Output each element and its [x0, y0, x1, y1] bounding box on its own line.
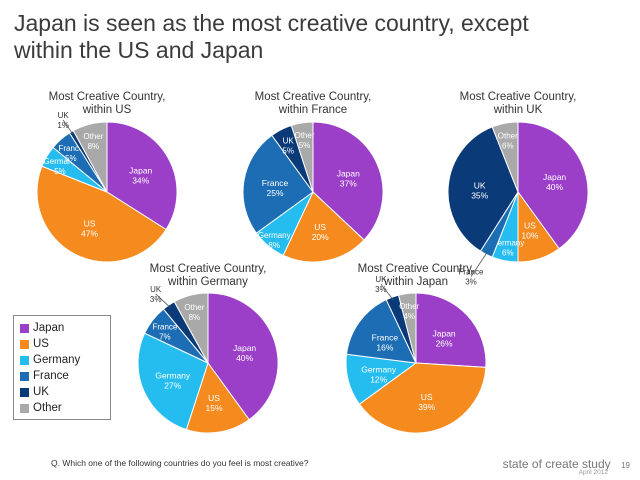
chart-2-label-germany: Germany 8% [258, 231, 291, 250]
chart-1-label-other: Other 8% [83, 132, 103, 151]
legend-item-germany: Germany [14, 352, 110, 368]
chart-5-title-line-1: Most Creative Country, [358, 263, 475, 275]
chart-1-slice-other [72, 121, 108, 193]
pie-chart-4: Most Creative Country,within Germany Japa… [137, 263, 279, 434]
footer-date: April 2012 [578, 469, 608, 476]
chart-2-slice-other [290, 121, 314, 193]
chart-3-label-uk: UK 35% [471, 180, 488, 200]
chart-4-label-japan: Japan 40% [233, 343, 256, 363]
chart-4-label-uk: UK 3% [150, 285, 162, 304]
chart-1-label-uk: UK 1% [57, 111, 69, 130]
legend-item-us: US [14, 336, 110, 352]
chart-3-label-germany: Germany 6% [491, 239, 524, 258]
pie-chart-1: Most Creative Country,within US Japan 34% U… [36, 91, 178, 263]
chart-5-slice-japan [415, 292, 487, 368]
legend-label-germany: Germany [33, 354, 81, 366]
page-title: Japan is seen as the most creative count… [14, 10, 614, 64]
chart-1-slice-us [36, 165, 167, 263]
chart-5-label-other: Other 4% [399, 302, 419, 321]
legend-label-us: US [33, 338, 49, 350]
page-number: 19 [621, 461, 630, 470]
survey-question: Q. Which one of the following countries … [51, 458, 309, 468]
legend-swatch-germany [20, 355, 29, 365]
legend-swatch-uk [20, 387, 29, 397]
footer: state of create study 19 April 2012 [502, 455, 630, 476]
legend-item-uk: UK [14, 384, 110, 400]
chart-5-slice-us [358, 362, 487, 434]
chart-3-label-us: US 10% [521, 221, 538, 241]
chart-4-leader-uk [155, 293, 171, 308]
legend-item-france: France [14, 368, 110, 384]
legend-label-other: Other [33, 402, 62, 414]
chart-1-title-line-1: Most Creative Country, [49, 91, 166, 103]
chart-3-title-line-1: Most Creative Country, [460, 91, 577, 103]
chart-3-title-line-2: within UK [493, 104, 543, 116]
chart-3-leader-france [470, 251, 488, 277]
chart-2-label-japan: Japan 37% [337, 169, 360, 189]
chart-4-slice-other [173, 292, 209, 364]
chart-3-slice-japan [517, 121, 589, 250]
chart-5-label-france: France 16% [372, 332, 399, 352]
chart-2-label-other: Other 5% [294, 131, 314, 150]
chart-2-slice-japan [312, 121, 384, 241]
legend-swatch-france [20, 371, 29, 381]
chart-1-label-japan: Japan 34% [129, 166, 152, 186]
chart-4-slice-germany [137, 332, 209, 431]
chart-2-label-uk: UK 5% [282, 136, 294, 155]
pie-chart-3: Most Creative Country,within UK Japan 40% U… [447, 91, 589, 287]
chart-2-slice-us [282, 191, 365, 263]
chart-1-label-us: US 47% [81, 218, 98, 238]
legend-swatch-us [20, 339, 29, 349]
chart-5-label-uk: UK 3% [375, 275, 387, 294]
chart-5-slice-other [397, 292, 417, 364]
chart-4-slice-japan [207, 292, 279, 421]
chart-4-title-line-1: Most Creative Country, [150, 263, 267, 275]
chart-3-slice-uk [447, 126, 519, 252]
chart-2-label-france: France 25% [262, 178, 289, 198]
chart-3-label-france: France 3% [459, 268, 484, 287]
legend-swatch-japan [20, 323, 29, 333]
legend-label-japan: Japan [33, 322, 65, 334]
legend-item-other: Other [14, 400, 110, 416]
chart-5-title-line-2: within Japan [383, 276, 448, 288]
chart-4-title-line-2: within Germany [167, 276, 248, 288]
page-title-line-1: Japan is seen as the most creative count… [14, 10, 529, 36]
chart-4-label-france: France 7% [152, 323, 177, 342]
chart-4-label-us: US 15% [205, 393, 222, 413]
chart-3-label-japan: Japan 40% [543, 172, 566, 192]
chart-2-title-line-2: within France [278, 104, 347, 116]
chart-5-label-us: US 39% [418, 392, 435, 412]
legend-item-japan: Japan [14, 320, 110, 336]
chart-1-label-france: France 5% [58, 144, 83, 163]
chart-3-slice-other [491, 121, 519, 193]
legend-swatch-other [20, 403, 29, 413]
chart-3-label-other: Other 6% [498, 131, 518, 150]
chart-5-label-japan: Japan 26% [433, 329, 456, 349]
chart-2-title-line-1: Most Creative Country, [255, 91, 372, 103]
legend-label-uk: UK [33, 386, 49, 398]
chart-4-label-other: Other 8% [184, 303, 204, 322]
chart-1-leader-uk [62, 119, 74, 135]
pie-chart-2: Most Creative Country,within France Japan… [242, 91, 384, 263]
chart-5-label-germany: Germany 12% [361, 365, 397, 385]
legend: Japan US Germany France UK Other [13, 315, 111, 420]
page-title-line-2: within the US and Japan [14, 37, 264, 63]
chart-5-leader-uk [380, 283, 394, 301]
legend-label-france: France [33, 370, 69, 382]
chart-2-slice-france [242, 134, 314, 234]
chart-4-label-germany: Germany 27% [155, 370, 191, 390]
chart-1-title-line-2: within US [82, 104, 132, 116]
chart-5-slice-france [345, 298, 417, 364]
chart-1-label-germany: Germany 5% [44, 157, 77, 176]
chart-4-slice-us [185, 361, 250, 434]
chart-2-label-us: US 20% [312, 222, 329, 242]
pie-chart-5: Most Creative Country,within Japan Japan 2… [345, 263, 487, 434]
footer-brand: state of create study [502, 457, 611, 471]
